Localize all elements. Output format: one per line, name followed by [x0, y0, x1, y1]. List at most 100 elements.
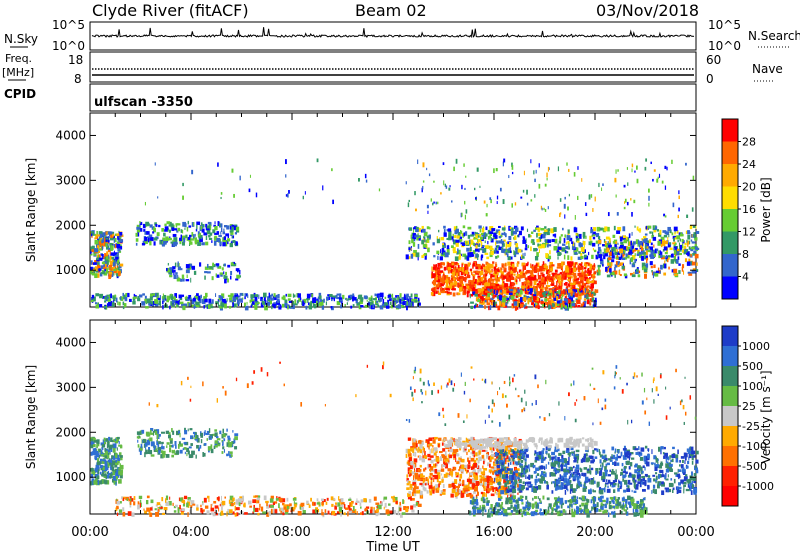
echo-cell: [187, 450, 190, 455]
echo-cell: [105, 438, 109, 442]
echo-cell: [127, 511, 132, 516]
echo-cell: [489, 271, 491, 275]
echo-cell: [117, 237, 120, 240]
echo-cell: [307, 302, 310, 306]
echo-cell: [441, 476, 444, 480]
echo-cell: [469, 293, 471, 299]
echo-cell: [124, 297, 128, 302]
echo-cell: [135, 232, 138, 237]
echo-cell: [448, 452, 451, 455]
echo-cell: [533, 268, 538, 273]
echo-cell: [305, 305, 308, 310]
echo-cell: [451, 263, 454, 266]
echo-cell: [356, 298, 359, 301]
echo-cell: [174, 262, 177, 268]
echo-cell: [321, 512, 324, 516]
echo-cell: [373, 496, 377, 501]
echo-cell: [347, 511, 349, 517]
echo-cell: [690, 261, 692, 265]
echo-cell: [631, 231, 633, 236]
echo-cell: [427, 210, 429, 214]
echo-cell: [490, 485, 494, 491]
echo-cell: [364, 297, 368, 300]
echo-cell: [532, 287, 535, 290]
echo-cell: [239, 496, 244, 500]
echo-cell: [448, 187, 451, 191]
nave-label: Nave: [752, 62, 783, 76]
echo-cell: [347, 505, 351, 509]
echo-cell: [93, 251, 96, 254]
echo-cell: [597, 246, 601, 252]
echo-cell: [119, 263, 124, 267]
echo-cell: [398, 507, 400, 512]
echo-cell: [607, 267, 611, 272]
echo-cell: [637, 249, 640, 253]
echo-cell: [347, 298, 349, 302]
echo-cell: [141, 429, 145, 434]
echo-cell: [156, 437, 158, 442]
echo-cell: [413, 249, 417, 254]
echo-cell: [425, 476, 428, 482]
echo-cell: [439, 277, 443, 283]
echo-cell: [196, 444, 199, 449]
echo-cell: [467, 262, 471, 267]
echo-cell: [430, 198, 432, 202]
echo-cell: [200, 432, 204, 438]
echo-cell: [101, 254, 104, 257]
echo-cell: [222, 446, 225, 450]
echo-cell: [435, 484, 439, 489]
echo-cell: [496, 295, 500, 299]
echo-cell: [551, 279, 554, 284]
echo-cell: [187, 428, 189, 432]
echo-cell: [408, 481, 411, 484]
echo-cell: [410, 469, 413, 474]
echo-cell: [187, 236, 191, 240]
echo-cell: [637, 239, 640, 245]
echo-cell: [440, 282, 444, 287]
echo-cell: [372, 303, 375, 309]
echo-cell: [532, 304, 536, 308]
echo-cell: [522, 239, 527, 244]
echo-cell: [103, 441, 107, 445]
echo-cell: [604, 240, 607, 245]
echo-cell: [657, 240, 661, 246]
echo-cell: [418, 228, 421, 232]
echo-cell: [553, 277, 556, 281]
echo-cell: [218, 223, 221, 228]
echo-cell: [304, 191, 306, 195]
echo-cell: [493, 285, 497, 291]
echo-cell: [423, 487, 427, 492]
echo-cell: [600, 249, 602, 255]
echo-cell: [280, 510, 285, 513]
echo-cell: [157, 442, 159, 446]
echo-cell: [420, 495, 423, 498]
echo-cell: [510, 256, 513, 260]
echo-cell: [547, 271, 550, 276]
cpid-panel-frame: [89, 83, 697, 112]
echo-cell: [140, 502, 142, 508]
echo-cell: [422, 478, 425, 484]
echo-cell: [695, 225, 697, 229]
echo-cell: [220, 510, 224, 516]
echo-cell: [90, 251, 92, 255]
echo-cell: [515, 293, 519, 298]
echo-cell: [184, 227, 186, 230]
echo-cell: [467, 464, 471, 469]
echo-cell: [455, 268, 458, 273]
echo-cell: [497, 268, 500, 273]
echo-cell: [631, 245, 635, 249]
echo-cell: [419, 482, 423, 486]
echo-cell: [524, 288, 526, 292]
echo-cell: [464, 273, 467, 277]
echo-cell: [90, 444, 94, 449]
echo-cell: [664, 260, 666, 264]
echo-cell: [406, 483, 410, 486]
echo-cell: [118, 239, 123, 243]
echo-cell: [217, 221, 220, 226]
echo-cell: [496, 473, 501, 479]
echo-cell: [434, 277, 437, 281]
echo-cell: [233, 263, 237, 267]
echo-cell: [566, 261, 569, 264]
echo-cell: [342, 504, 344, 508]
echo-cell: [695, 269, 699, 272]
